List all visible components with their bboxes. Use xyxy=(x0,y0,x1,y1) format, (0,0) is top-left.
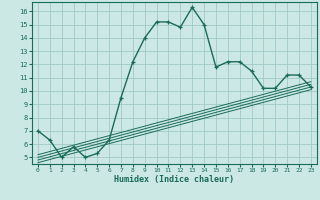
X-axis label: Humidex (Indice chaleur): Humidex (Indice chaleur) xyxy=(115,175,234,184)
